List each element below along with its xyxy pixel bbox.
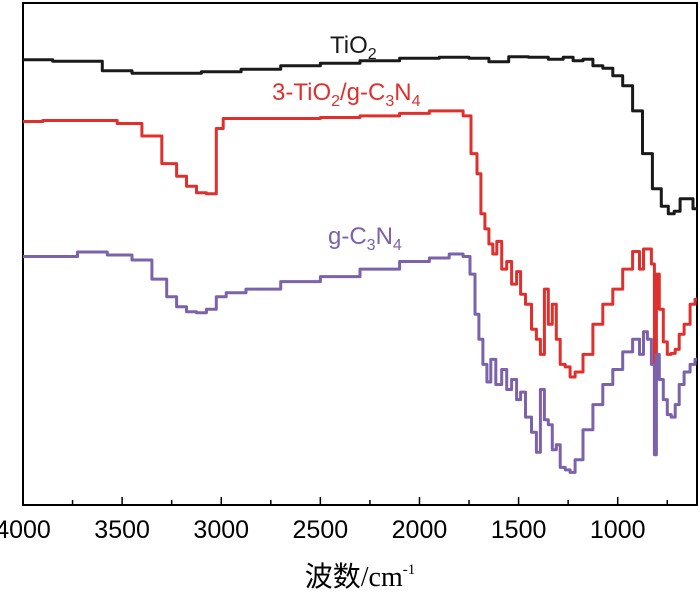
series-lines xyxy=(23,55,697,474)
x-axis-ticks xyxy=(22,497,669,505)
tick-label-2000: 2000 xyxy=(392,516,448,544)
x-axis-tick-labels: 4000 3500 3000 2500 2000 1500 1000 xyxy=(0,516,646,544)
series-label-1-part-1: 2 xyxy=(331,93,340,110)
series-label-2-part-1: 3 xyxy=(367,237,376,254)
series-label-2-part-2: N xyxy=(376,223,393,250)
tick-label-2500: 2500 xyxy=(293,516,349,544)
tick-label-1000: 1000 xyxy=(590,516,646,544)
series-line-1 xyxy=(23,109,697,379)
plot-frame xyxy=(22,2,698,506)
series-line-0 xyxy=(23,55,697,216)
series-label-0: TiO2 xyxy=(330,32,377,63)
series-label-2-part-3: 4 xyxy=(393,237,402,254)
series-label-1-part-5: 4 xyxy=(412,93,421,110)
tick-label-3500: 3500 xyxy=(94,516,150,544)
series-label-2: g-C3N4 xyxy=(328,223,402,254)
series-line-2 xyxy=(23,250,697,474)
series-label-1-part-0: 3-TiO xyxy=(272,79,331,106)
tick-label-4000: 4000 xyxy=(0,516,51,544)
series-label-0-part-1: 2 xyxy=(368,46,377,63)
series-label-2-part-0: g-C xyxy=(328,223,367,250)
series-label-1-part-4: N xyxy=(394,79,411,106)
series-label-0-part-0: TiO xyxy=(330,32,368,59)
tick-label-1500: 1500 xyxy=(491,516,547,544)
x-axis-label: 波数/cm-1 xyxy=(305,561,416,593)
tick-label-3000: 3000 xyxy=(193,516,249,544)
series-label-1-part-3: 3 xyxy=(385,93,394,110)
series-label-1: 3-TiO2/g-C3N4 xyxy=(272,79,421,110)
series-label-1-part-2: /g-C xyxy=(340,79,385,106)
